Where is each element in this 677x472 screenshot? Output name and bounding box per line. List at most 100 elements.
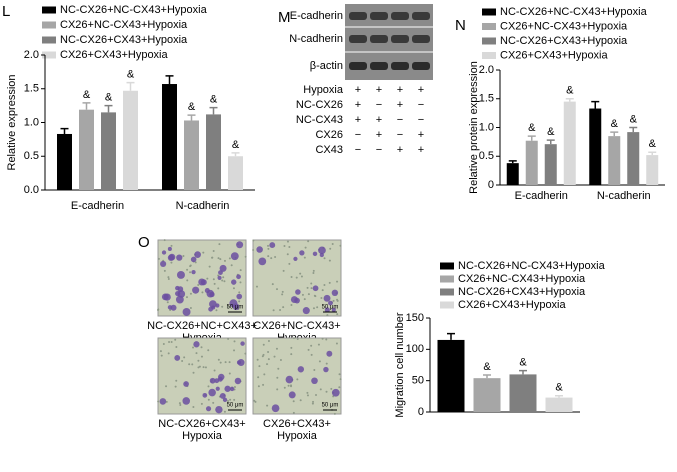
pore xyxy=(303,256,306,259)
error-bar xyxy=(209,106,218,115)
y-tick-label: 1.0 xyxy=(479,121,494,133)
condition-sign: − xyxy=(376,99,382,111)
pore xyxy=(332,299,335,302)
error-bar xyxy=(629,126,638,133)
pore xyxy=(310,353,313,356)
pore xyxy=(201,291,204,294)
significance-mark: & xyxy=(519,357,527,369)
bar xyxy=(608,136,621,185)
pore xyxy=(212,249,215,252)
cell xyxy=(161,250,167,255)
error-bar xyxy=(546,139,555,145)
cell xyxy=(167,254,175,261)
pore xyxy=(253,399,256,402)
band xyxy=(349,62,367,70)
cell xyxy=(240,341,245,346)
significance-mark: & xyxy=(210,94,218,106)
pore xyxy=(263,373,266,376)
pore xyxy=(286,253,289,256)
pore xyxy=(195,352,198,355)
legend-label: CX26+NC-CX43+Hypoxia xyxy=(500,20,628,32)
significance-mark: & xyxy=(83,89,91,101)
pore xyxy=(222,276,225,279)
cell xyxy=(299,250,305,256)
pore xyxy=(228,361,231,364)
pore xyxy=(233,340,236,343)
micrograph-caption: CX26+CX43+ xyxy=(263,418,331,430)
condition-label: CX26 xyxy=(315,129,343,141)
error-bar xyxy=(231,152,240,157)
pore xyxy=(281,290,284,293)
bar xyxy=(646,155,659,185)
condition-sign: − xyxy=(355,144,361,156)
pore xyxy=(272,309,275,312)
pore xyxy=(233,349,236,352)
cell xyxy=(324,307,330,313)
cell xyxy=(269,242,276,249)
pore xyxy=(163,269,166,272)
pore xyxy=(267,244,270,247)
pore xyxy=(326,314,329,317)
pore xyxy=(287,384,290,387)
pore xyxy=(323,283,326,286)
y-axis-label: Migration cell number xyxy=(394,312,406,417)
legend-swatch xyxy=(482,23,496,30)
condition-sign: + xyxy=(418,84,424,96)
pore xyxy=(163,239,166,242)
bar xyxy=(101,112,116,190)
micrograph xyxy=(157,337,247,415)
y-tick-label: 150 xyxy=(406,312,424,324)
condition-sign: + xyxy=(355,114,361,126)
pore xyxy=(239,269,242,272)
cell xyxy=(219,392,226,399)
micrograph-caption: CX26+NC-CX43+ xyxy=(253,320,340,332)
cell xyxy=(190,256,197,263)
pore xyxy=(212,278,215,281)
scale-label: 50 μm xyxy=(227,305,244,311)
pore xyxy=(296,378,299,381)
pore xyxy=(283,245,286,248)
pore xyxy=(310,282,313,285)
pore xyxy=(320,297,323,300)
significance-mark: & xyxy=(630,113,638,125)
cell xyxy=(312,251,318,257)
pore xyxy=(213,282,216,285)
pore xyxy=(292,411,295,414)
pore xyxy=(192,346,195,349)
pore xyxy=(313,294,316,297)
significance-mark: & xyxy=(547,126,555,138)
pore xyxy=(306,394,309,397)
error-bar xyxy=(610,131,619,137)
legend-label: NC-CX26+NC-CX43+Hypoxia xyxy=(60,4,208,16)
pore xyxy=(328,281,331,284)
cell xyxy=(224,385,231,392)
pore xyxy=(256,358,259,361)
pore xyxy=(267,351,270,354)
micrograph xyxy=(252,337,342,415)
pore xyxy=(170,341,173,344)
y-tick-label: 0.5 xyxy=(24,150,39,162)
error-bar xyxy=(187,114,196,121)
condition-sign: + xyxy=(376,114,382,126)
cell xyxy=(328,300,333,306)
pore xyxy=(262,353,265,356)
micrograph-caption: Hypoxia xyxy=(182,430,223,442)
pore xyxy=(178,402,181,405)
pore xyxy=(227,337,230,340)
pore xyxy=(174,385,177,388)
legend-label: NC-CX26+NC-CX43+Hypoxia xyxy=(458,260,606,272)
error-bar xyxy=(508,160,517,164)
cell xyxy=(176,270,185,279)
legend-swatch xyxy=(42,21,56,29)
pore xyxy=(313,369,316,372)
pore xyxy=(267,358,270,361)
pore xyxy=(271,283,274,286)
scale-label: 50 μm xyxy=(322,403,339,409)
pore xyxy=(221,279,224,282)
error-bar xyxy=(555,394,563,398)
pore xyxy=(300,275,303,278)
pore xyxy=(167,352,170,355)
pore xyxy=(189,265,192,268)
cell xyxy=(215,386,220,391)
